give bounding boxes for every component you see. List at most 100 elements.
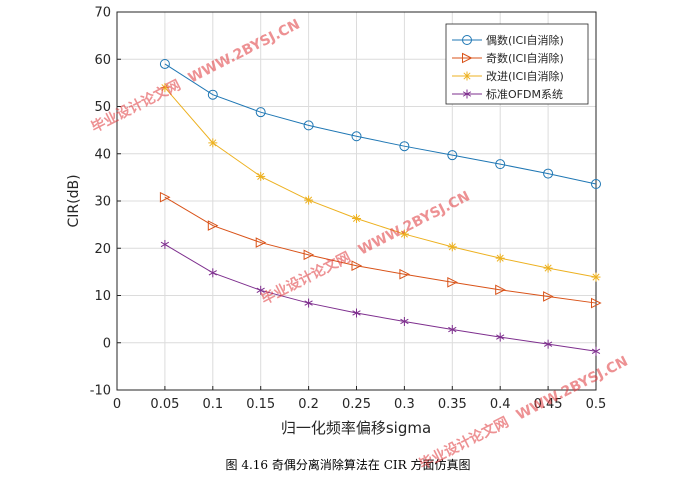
series-3-point — [208, 268, 217, 278]
series-2-point — [208, 138, 218, 148]
legend-item-3: 标准OFDM系统 — [452, 87, 563, 101]
series-3-point — [352, 308, 361, 318]
marker-stroke — [543, 341, 553, 347]
series-1-point — [591, 297, 602, 309]
series-1-point — [351, 260, 363, 272]
legend-box — [445, 23, 589, 105]
x-tick-label: 0.05 — [150, 397, 179, 412]
x-tick-label: 0.3 — [394, 397, 415, 412]
x-tick-label: 0.25 — [342, 397, 371, 412]
series-1-point — [495, 284, 506, 296]
series-0-point — [351, 131, 362, 142]
marker-stroke — [544, 264, 552, 272]
series-2-point — [304, 195, 314, 205]
y-tick-label: 10 — [94, 289, 111, 304]
series-0-point — [591, 178, 601, 189]
series-0-point — [159, 58, 170, 69]
series-2-line — [164, 87, 597, 278]
legend-label: 偶数(ICI自消除) — [486, 33, 564, 47]
legend-label: 标准OFDM系统 — [486, 87, 563, 101]
x-tick-label: 0.1 — [202, 397, 223, 412]
series-2-point — [591, 272, 601, 282]
y-axis-label: CIR(dB) — [66, 174, 82, 227]
marker-stroke — [448, 326, 457, 333]
series-0-point — [543, 168, 554, 179]
series-1-line — [164, 196, 597, 304]
series-0 — [159, 58, 601, 189]
x-tick-label: 0.35 — [438, 397, 467, 412]
series-3-point — [304, 298, 313, 308]
series-2 — [160, 83, 601, 282]
marker-stroke — [305, 196, 313, 204]
legend-swatch-marker — [462, 52, 473, 64]
series-2-point — [399, 229, 409, 239]
legend-item-1: 奇数(ICI自消除) — [452, 51, 564, 65]
series-0-point — [255, 107, 266, 118]
series-0-point — [495, 159, 506, 170]
x-tick-label: 0.2 — [298, 397, 319, 412]
series-3-point — [160, 239, 170, 249]
y-tick-label: 0 — [103, 336, 111, 351]
y-tick-label: 50 — [94, 100, 111, 115]
series-1-point — [303, 249, 315, 261]
x-tick-label: 0.15 — [246, 397, 275, 412]
series-0-point — [447, 150, 458, 161]
marker-stroke — [400, 230, 408, 238]
marker-stroke — [462, 91, 472, 97]
marker-stroke — [304, 300, 313, 306]
legend-item-0: 偶数(ICI自消除) — [452, 33, 564, 47]
figure-caption: 图 4.16 奇偶分离消除算法在 CIR 方面仿真图 — [225, 458, 471, 472]
series-3-point — [591, 346, 601, 356]
y-tick-label: 40 — [94, 147, 111, 162]
series-2-point — [447, 242, 457, 252]
series-2-point — [352, 213, 361, 223]
marker-stroke — [209, 139, 217, 147]
marker-stroke — [352, 310, 361, 316]
marker-stroke — [160, 241, 170, 248]
legend-item-2: 改进(ICI自消除) — [452, 69, 564, 83]
cir-chart: 0 0.05 0.1 0.15 0.2 0.25 0.3 0.35 0.4 0.45 0.5-100… — [66, 6, 607, 438]
series-1-point — [447, 276, 458, 288]
series-3-point — [496, 332, 505, 342]
series-1-point — [159, 191, 171, 203]
marker-stroke — [161, 84, 169, 92]
axis-ticks: 0 0.05 0.1 0.15 0.2 0.25 0.3 0.35 0.4 0.45 0.5-100… — [90, 6, 607, 413]
marker-stroke — [256, 287, 265, 293]
legend-swatch-marker — [462, 35, 472, 45]
y-tick-label: 60 — [94, 53, 111, 68]
marker-stroke — [352, 214, 361, 223]
series-1-point — [255, 237, 267, 248]
legend-swatch-marker — [462, 89, 472, 99]
y-tick-label: 30 — [94, 195, 111, 210]
marker-stroke — [463, 72, 471, 80]
x-tick-label: 0 — [113, 397, 121, 412]
x-tick-label: 0.45 — [534, 397, 563, 412]
series-0-point — [303, 120, 314, 131]
series-0-line — [164, 63, 597, 185]
marker-stroke — [496, 334, 505, 340]
y-tick-label: -10 — [90, 384, 111, 399]
legend: 偶数(ICI自消除) 奇数(ICI自消除) 改进(ICI自消除) 标准OFDM系统 — [445, 23, 589, 105]
x-tick-label: 0.4 — [490, 397, 511, 412]
marker-stroke — [592, 273, 600, 281]
series-3-line — [164, 244, 597, 352]
legend-swatch-marker — [462, 71, 472, 81]
y-tick-label: 70 — [94, 6, 111, 21]
y-tick-label: 20 — [94, 242, 111, 257]
legend-label: 改进(ICI自消除) — [486, 69, 564, 83]
series-1-point — [399, 268, 411, 280]
series-0-point — [207, 89, 218, 100]
marker-stroke — [448, 243, 456, 251]
series-2-point — [495, 253, 505, 263]
series-2-point — [256, 171, 266, 181]
series-3 — [160, 239, 601, 356]
series-0-point — [399, 141, 410, 152]
series-3-point — [400, 316, 409, 326]
series-3-point — [256, 285, 265, 295]
series-2-point — [160, 83, 170, 93]
marker-stroke — [496, 254, 504, 262]
marker-stroke — [257, 172, 265, 180]
series-1-point — [543, 291, 554, 302]
marker-stroke — [400, 318, 409, 325]
data-series — [159, 58, 602, 356]
